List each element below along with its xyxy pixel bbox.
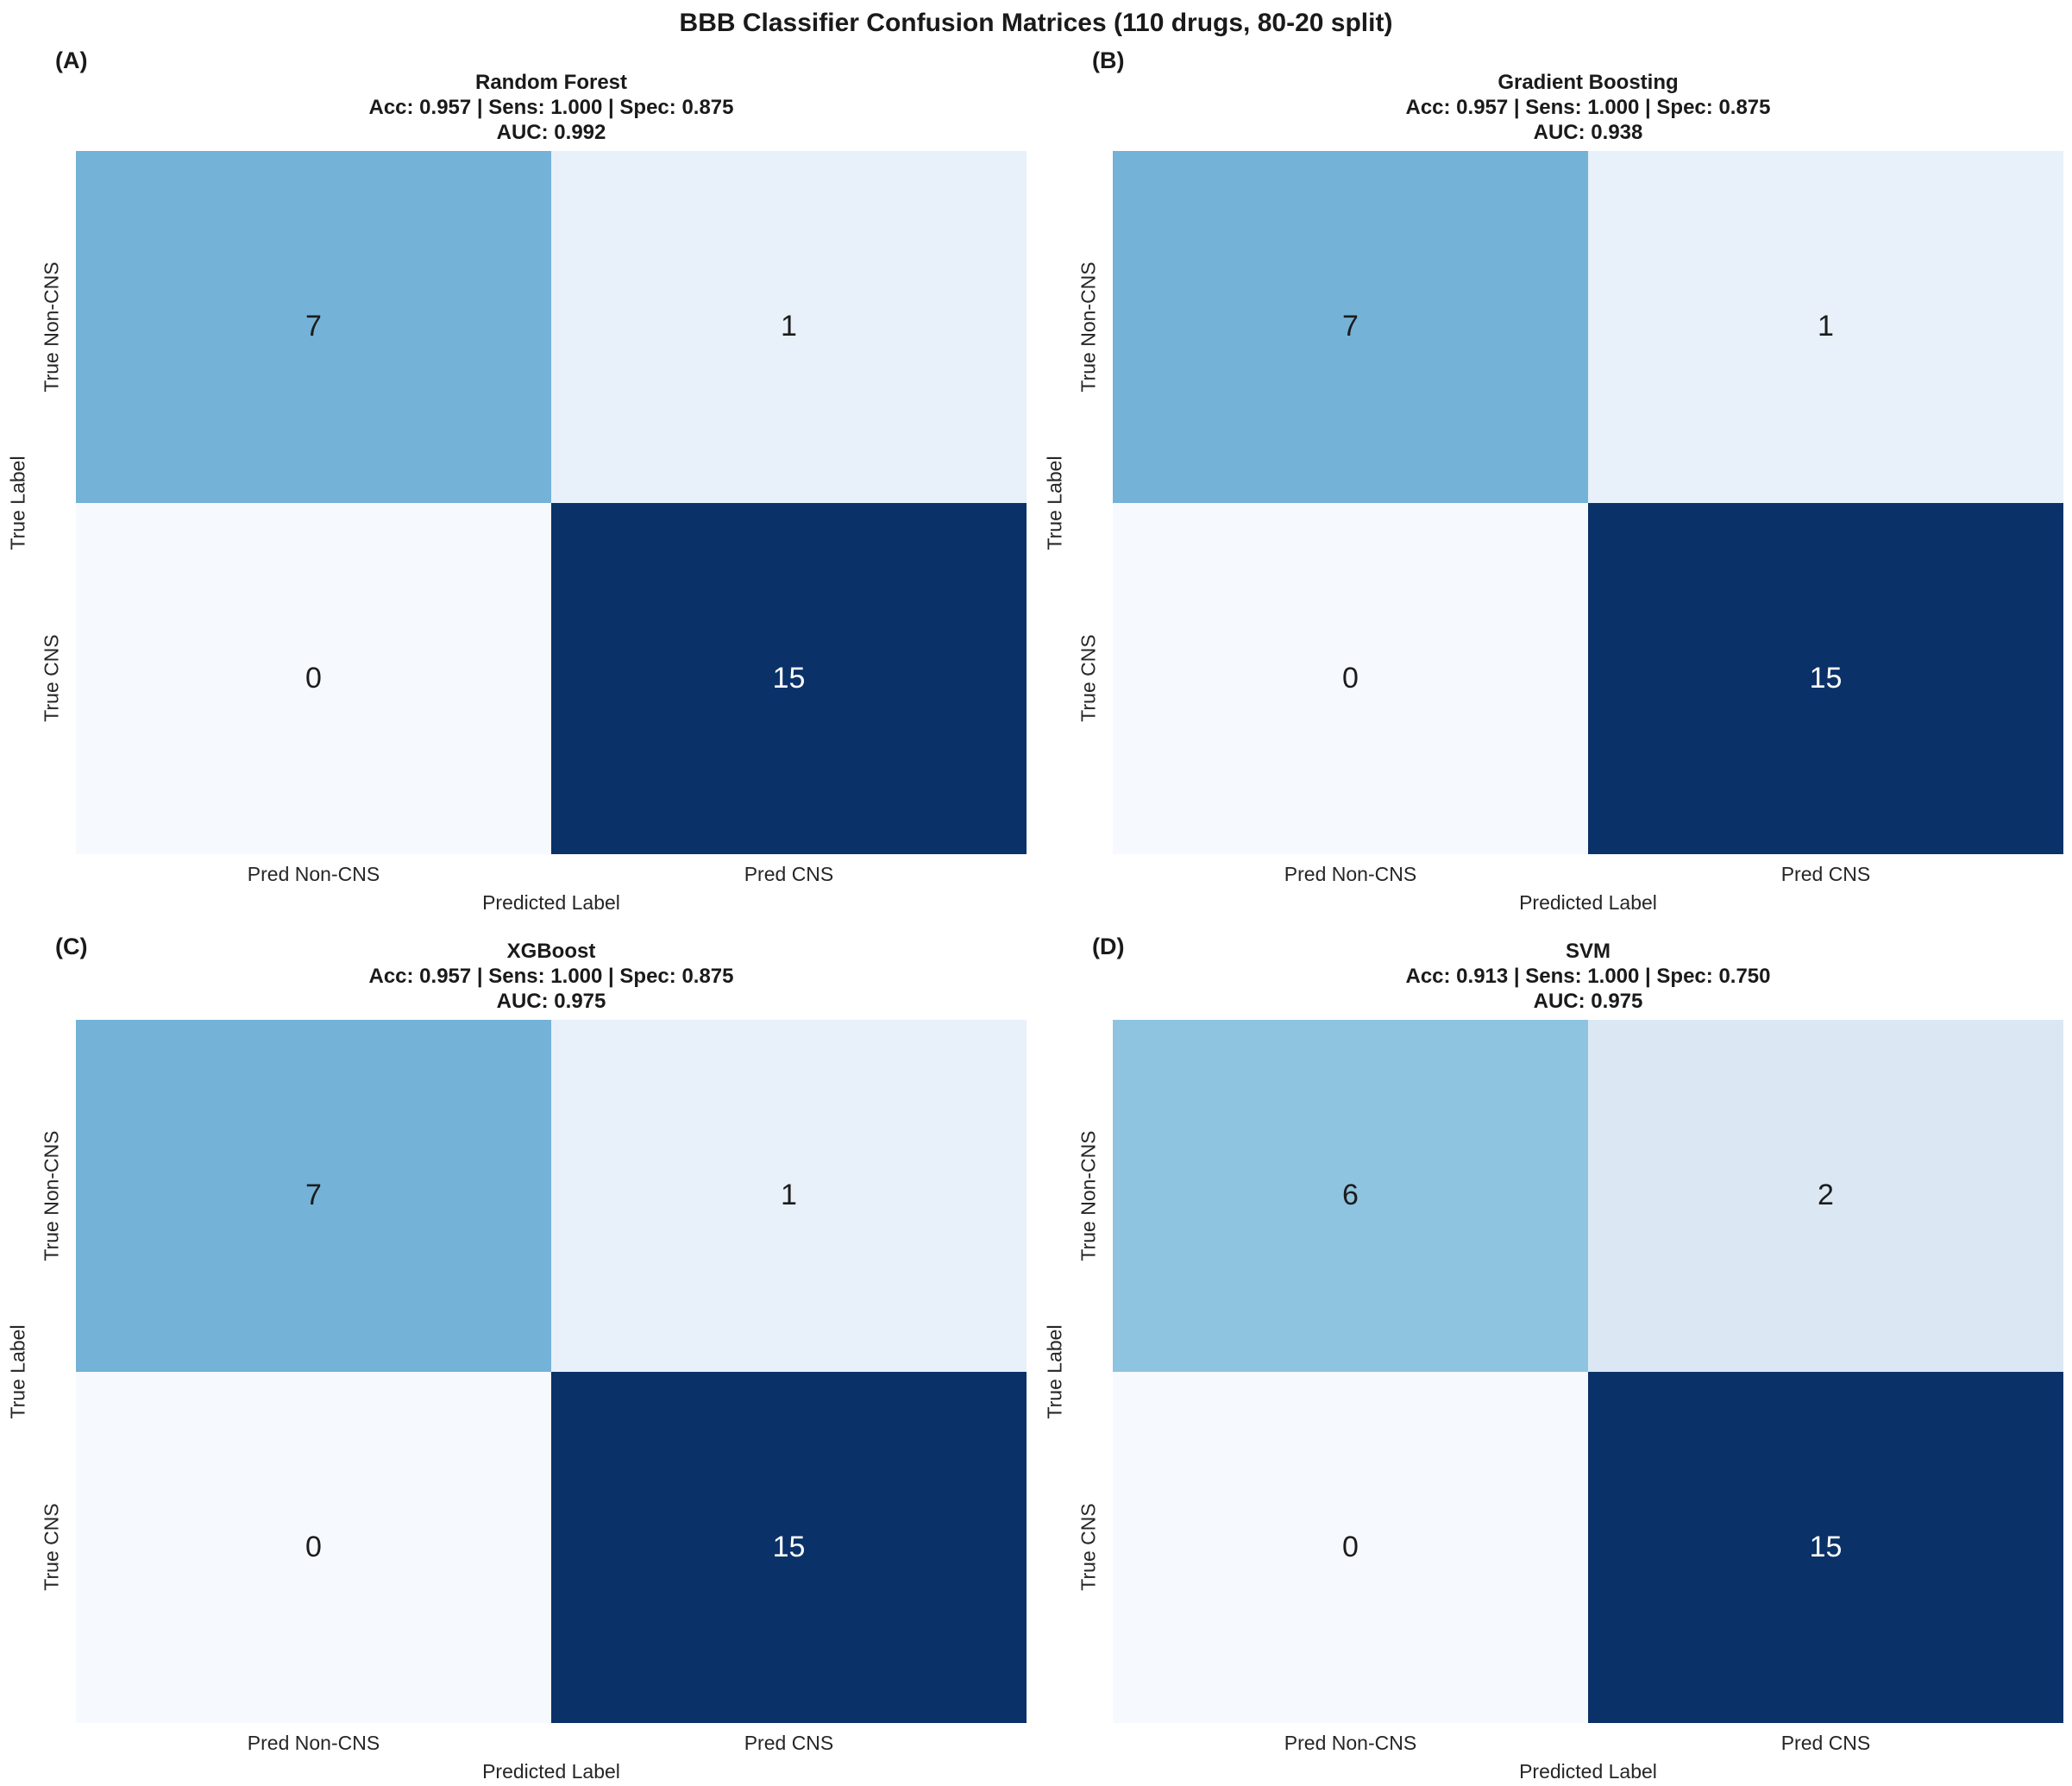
xtick-pred-cns: Pred CNS — [1780, 863, 1871, 885]
cell-true-cns-pred-noncns: 0 — [76, 502, 551, 854]
model-title: SVM — [1565, 940, 1611, 963]
cell-true-cns-pred-cns: 15 — [551, 1371, 1027, 1723]
confusion-matrix-heatmap: 6 2 0 15 — [1113, 1020, 2063, 1723]
ytick-true-cns: True CNS — [40, 1503, 63, 1591]
y-axis-label: True Label — [1043, 456, 1066, 550]
model-title: Random Forest — [474, 71, 627, 94]
metrics-line: Acc: 0.957 | Sens: 1.000 | Spec: 0.875 — [1405, 96, 1771, 119]
cell-true-noncns-pred-noncns: 7 — [76, 1020, 551, 1372]
ytick-true-noncns: True Non-CNS — [1077, 1130, 1100, 1261]
y-axis-label: True Label — [1043, 1324, 1066, 1419]
panel-header: XGBoost Acc: 0.957 | Sens: 1.000 | Spec:… — [76, 934, 1027, 1014]
panel-b-gradient-boosting: (B) Gradient Boosting Acc: 0.957 | Sens:… — [1037, 47, 2072, 934]
confusion-matrix-heatmap: 7 1 0 15 — [76, 1020, 1027, 1723]
auc-line: AUC: 0.938 — [1533, 121, 1643, 144]
model-title: Gradient Boosting — [1497, 71, 1679, 94]
panel-letter-b: (B) — [1092, 47, 1125, 73]
x-ticks: Pred Non-CNS Pred CNS — [76, 1732, 1027, 1755]
panel-a-random-forest: (A) Random Forest Acc: 0.957 | Sens: 1.0… — [0, 47, 1035, 934]
x-axis-label: Predicted Label — [482, 1760, 620, 1783]
ytick-true-noncns: True Non-CNS — [40, 1130, 63, 1261]
xtick-pred-cns: Pred CNS — [744, 1732, 834, 1754]
y-axis-label: True Label — [6, 1324, 29, 1419]
cell-true-noncns-pred-cns: 1 — [1588, 151, 2063, 503]
auc-line: AUC: 0.992 — [496, 121, 606, 144]
cell-true-noncns-pred-cns: 2 — [1588, 1020, 2063, 1372]
metrics-line: Acc: 0.913 | Sens: 1.000 | Spec: 0.750 — [1405, 965, 1771, 988]
xtick-pred-noncns: Pred Non-CNS — [1284, 1732, 1417, 1754]
xtick-pred-noncns: Pred Non-CNS — [247, 1732, 380, 1754]
panel-header: Random Forest Acc: 0.957 | Sens: 1.000 |… — [76, 47, 1027, 145]
cell-true-cns-pred-noncns: 0 — [76, 1371, 551, 1723]
panel-header: Gradient Boosting Acc: 0.957 | Sens: 1.0… — [1113, 47, 2063, 145]
xtick-pred-noncns: Pred Non-CNS — [247, 863, 380, 885]
figure-title: BBB Classifier Confusion Matrices (110 d… — [679, 9, 1393, 37]
metrics-line: Acc: 0.957 | Sens: 1.000 | Spec: 0.875 — [368, 965, 734, 988]
panel-d-svm: (D) SVM Acc: 0.913 | Sens: 1.000 | Spec:… — [1037, 934, 2072, 1786]
ytick-true-cns: True CNS — [40, 634, 63, 722]
panel-letter-a: (A) — [55, 47, 88, 73]
panel-letter-c: (C) — [55, 934, 88, 959]
confusion-matrix-heatmap: 7 1 0 15 — [76, 151, 1027, 854]
x-ticks: Pred Non-CNS Pred CNS — [76, 863, 1027, 886]
cell-true-noncns-pred-noncns: 7 — [76, 151, 551, 503]
model-title: XGBoost — [506, 940, 596, 963]
cell-true-cns-pred-cns: 15 — [551, 502, 1027, 854]
ytick-true-cns: True CNS — [1077, 634, 1100, 722]
auc-line: AUC: 0.975 — [1533, 990, 1643, 1013]
x-axis-label: Predicted Label — [482, 891, 620, 914]
x-ticks: Pred Non-CNS Pred CNS — [1113, 1732, 2063, 1755]
x-axis-label: Predicted Label — [1519, 1760, 1657, 1783]
cell-true-cns-pred-noncns: 0 — [1113, 1371, 1588, 1723]
cell-true-noncns-pred-noncns: 6 — [1113, 1020, 1588, 1372]
auc-line: AUC: 0.975 — [496, 990, 606, 1013]
ytick-true-noncns: True Non-CNS — [1077, 261, 1100, 393]
y-axis-label: True Label — [6, 456, 29, 550]
ytick-true-noncns: True Non-CNS — [40, 261, 63, 393]
x-axis-label: Predicted Label — [1519, 891, 1657, 914]
panel-c-xgboost: (C) XGBoost Acc: 0.957 | Sens: 1.000 | S… — [0, 934, 1035, 1786]
x-ticks: Pred Non-CNS Pred CNS — [1113, 863, 2063, 886]
cell-true-noncns-pred-noncns: 7 — [1113, 151, 1588, 503]
cell-true-noncns-pred-cns: 1 — [551, 1020, 1027, 1372]
xtick-pred-noncns: Pred Non-CNS — [1284, 863, 1417, 885]
cell-true-cns-pred-cns: 15 — [1588, 1371, 2063, 1723]
cell-true-cns-pred-noncns: 0 — [1113, 502, 1588, 854]
panel-letter-d: (D) — [1092, 934, 1125, 959]
cell-true-noncns-pred-cns: 1 — [551, 151, 1027, 503]
metrics-line: Acc: 0.957 | Sens: 1.000 | Spec: 0.875 — [368, 96, 734, 119]
confusion-matrix-heatmap: 7 1 0 15 — [1113, 151, 2063, 854]
panel-header: SVM Acc: 0.913 | Sens: 1.000 | Spec: 0.7… — [1113, 934, 2063, 1014]
cell-true-cns-pred-cns: 15 — [1588, 502, 2063, 854]
xtick-pred-cns: Pred CNS — [744, 863, 834, 885]
xtick-pred-cns: Pred CNS — [1780, 1732, 1871, 1754]
ytick-true-cns: True CNS — [1077, 1503, 1100, 1591]
